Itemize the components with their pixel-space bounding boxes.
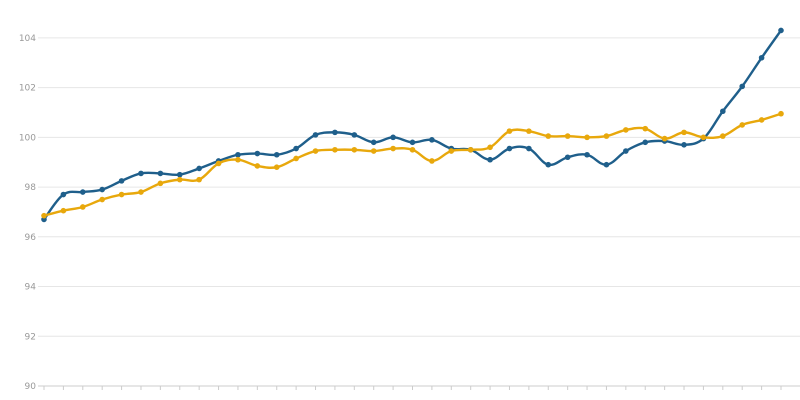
y-tick-label: 100 xyxy=(19,133,36,143)
data-point[interactable] xyxy=(526,128,532,134)
data-point[interactable] xyxy=(409,146,416,153)
data-point[interactable] xyxy=(584,151,590,158)
data-point[interactable] xyxy=(79,189,86,195)
data-point[interactable] xyxy=(254,150,261,157)
data-point[interactable] xyxy=(79,204,86,210)
data-point[interactable] xyxy=(506,145,513,152)
y-tick-label: 96 xyxy=(25,233,37,243)
data-point[interactable] xyxy=(157,170,164,177)
series-line xyxy=(42,29,783,221)
data-point[interactable] xyxy=(603,161,610,168)
data-point[interactable] xyxy=(293,145,299,152)
series-2 xyxy=(41,110,784,219)
data-point[interactable] xyxy=(138,189,144,195)
series xyxy=(41,27,784,223)
data-point[interactable] xyxy=(681,142,687,148)
data-point[interactable] xyxy=(545,133,552,139)
data-point[interactable] xyxy=(118,178,125,184)
data-point[interactable] xyxy=(60,207,67,214)
grid xyxy=(38,37,800,387)
data-point[interactable] xyxy=(545,161,552,168)
data-point[interactable] xyxy=(603,133,610,139)
data-point[interactable] xyxy=(487,156,493,163)
y-tick-label: 94 xyxy=(25,283,37,293)
data-point[interactable] xyxy=(370,148,377,154)
data-point[interactable] xyxy=(642,125,649,132)
data-point[interactable] xyxy=(778,110,784,117)
data-point[interactable] xyxy=(99,196,105,203)
x-axis xyxy=(38,385,800,390)
data-point[interactable] xyxy=(99,186,105,193)
data-point[interactable] xyxy=(390,134,396,141)
data-point[interactable] xyxy=(235,156,241,163)
data-point[interactable] xyxy=(487,144,493,151)
data-point[interactable] xyxy=(312,132,319,138)
y-tick-label: 104 xyxy=(19,34,36,44)
data-point[interactable] xyxy=(351,146,358,153)
y-tick-label: 92 xyxy=(25,332,36,342)
data-point[interactable] xyxy=(409,139,416,146)
data-point[interactable] xyxy=(332,129,338,136)
series-line xyxy=(42,112,783,217)
data-point[interactable] xyxy=(720,108,726,115)
data-point[interactable] xyxy=(351,132,358,138)
y-tick-label: 98 xyxy=(25,183,37,193)
data-point[interactable] xyxy=(758,54,765,61)
data-point[interactable] xyxy=(60,191,67,198)
data-point[interactable] xyxy=(467,146,474,153)
data-point[interactable] xyxy=(138,170,144,177)
data-point[interactable] xyxy=(739,122,746,128)
data-point[interactable] xyxy=(778,27,784,34)
data-point[interactable] xyxy=(564,154,571,161)
data-point[interactable] xyxy=(196,165,202,172)
series-1 xyxy=(41,27,784,223)
data-point[interactable] xyxy=(332,146,338,153)
y-tick-label: 102 xyxy=(19,84,36,94)
data-point[interactable] xyxy=(429,137,435,143)
data-point[interactable] xyxy=(506,128,513,134)
data-point[interactable] xyxy=(739,83,746,90)
data-point[interactable] xyxy=(681,129,687,136)
data-point[interactable] xyxy=(118,191,125,198)
y-axis-ticks: 90 92 94 96 98 100 102 104 xyxy=(19,34,36,392)
data-point[interactable] xyxy=(584,134,590,141)
data-point[interactable] xyxy=(273,151,280,158)
data-point[interactable] xyxy=(41,212,47,219)
data-point[interactable] xyxy=(157,180,164,187)
data-point[interactable] xyxy=(196,176,202,183)
data-point[interactable] xyxy=(564,133,571,139)
data-point[interactable] xyxy=(448,148,455,154)
data-point[interactable] xyxy=(254,163,261,169)
data-point[interactable] xyxy=(642,139,649,146)
data-point[interactable] xyxy=(390,145,396,152)
data-point[interactable] xyxy=(312,148,319,154)
data-point[interactable] xyxy=(700,134,707,141)
y-tick-label: 90 xyxy=(25,382,37,392)
data-point[interactable] xyxy=(273,164,280,170)
data-point[interactable] xyxy=(429,158,435,164)
data-point[interactable] xyxy=(176,171,183,178)
data-point[interactable] xyxy=(370,139,377,146)
data-point[interactable] xyxy=(661,135,668,142)
data-point[interactable] xyxy=(235,151,241,158)
data-point[interactable] xyxy=(623,127,629,133)
data-point[interactable] xyxy=(293,155,299,162)
data-point[interactable] xyxy=(526,145,532,152)
data-point[interactable] xyxy=(720,133,726,139)
data-point[interactable] xyxy=(215,160,222,167)
data-point[interactable] xyxy=(623,148,629,154)
data-point[interactable] xyxy=(176,176,183,183)
data-point[interactable] xyxy=(758,117,765,123)
